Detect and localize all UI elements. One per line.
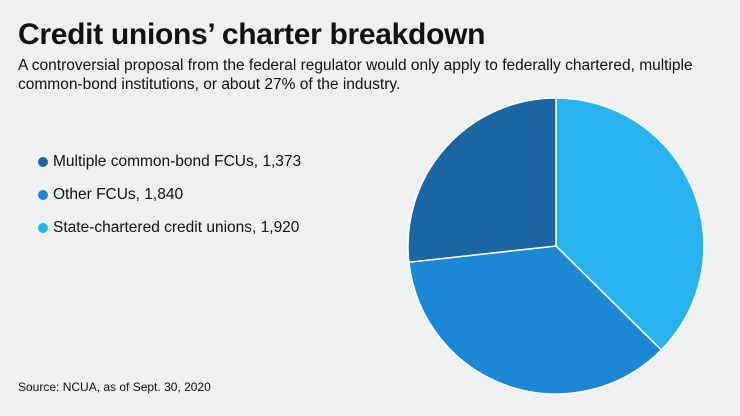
pie-slice-multiple-common-bond-fcus (407, 97, 557, 264)
legend-item-state-chartered: State-chartered credit unions, 1,920 (38, 211, 301, 244)
chart-title: Credit unions’ charter breakdown (18, 18, 486, 51)
legend-label: Multiple common-bond FCUs, 1,373 (53, 152, 302, 170)
pie-slice-other-fcus (408, 245, 663, 395)
legend-swatch (38, 156, 48, 167)
legend-item-other-fcus: Other FCUs, 1,840 (38, 178, 301, 211)
legend-swatch (38, 222, 48, 233)
legend: Multiple common-bond FCUs, 1,373 Other F… (38, 145, 301, 244)
legend-item-multiple-common-bond: Multiple common-bond FCUs, 1,373 (38, 145, 301, 178)
legend-swatch (38, 189, 48, 200)
legend-label: State-chartered credit unions, 1,920 (53, 218, 300, 236)
pie-slice-state-chartered-credit-unions (555, 97, 705, 352)
source-note: Source: NCUA, as of Sept. 30, 2020 (18, 380, 211, 394)
chart-subtitle: A controversial proposal from the federa… (18, 57, 693, 93)
legend-label: Other FCUs, 1,840 (53, 185, 184, 203)
